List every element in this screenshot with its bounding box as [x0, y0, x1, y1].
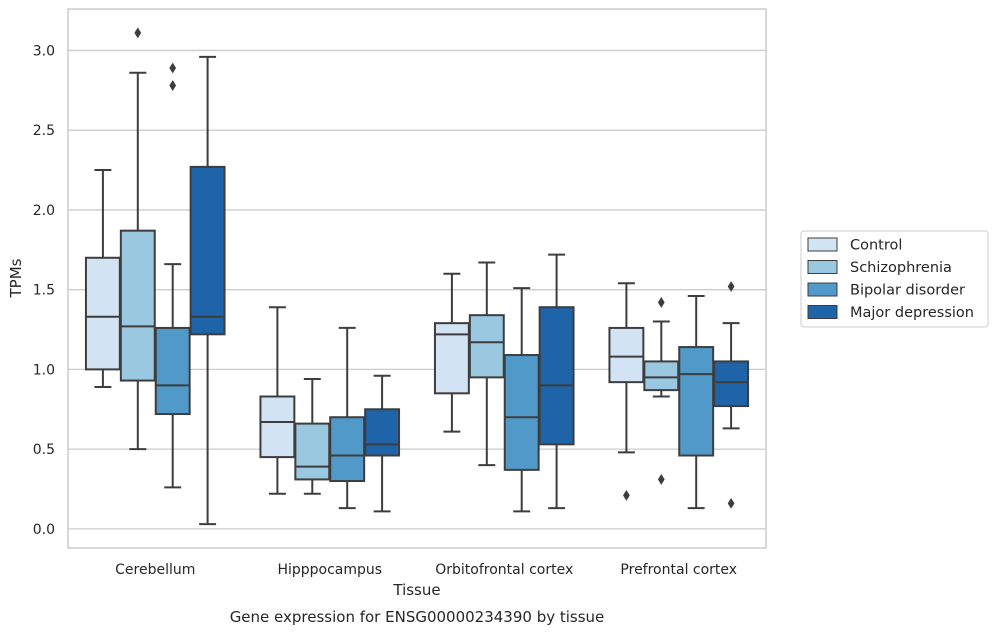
box-bipolar-disorder	[678, 295, 715, 510]
box-iqr	[364, 408, 401, 457]
box-bipolar-disorder	[329, 326, 366, 510]
box-bipolar-disorder	[503, 287, 540, 513]
box-control	[433, 272, 470, 433]
outlier-point	[657, 474, 665, 485]
y-tick-labels: 0.0 0.5 1.0 1.5 2.0 2.5 3.0	[33, 43, 55, 537]
legend-label: Schizophrenia	[850, 260, 952, 276]
box-iqr	[189, 165, 226, 336]
y-tick-label: 1.5	[33, 283, 55, 299]
box-schizophrenia	[643, 297, 680, 485]
box-iqr	[259, 395, 296, 459]
box-iqr	[84, 256, 121, 371]
box-iqr	[294, 422, 331, 481]
x-axis-title: Tissue	[392, 581, 440, 599]
legend-label: Bipolar disorder	[850, 283, 965, 299]
box-iqr	[329, 416, 366, 483]
box-control	[259, 306, 296, 495]
legend-swatch	[807, 260, 838, 274]
legend-frame	[800, 230, 989, 328]
legend-swatch	[807, 305, 838, 319]
x-tick-label: Orbitofrontal cortex	[435, 562, 573, 578]
x-tick-labels: Cerebellum Hipppocampus Orbitofrontal cort…	[115, 562, 737, 578]
outlier-point	[623, 489, 630, 501]
box-schizophrenia	[468, 261, 505, 467]
outlier-point	[727, 497, 735, 509]
box-iqr	[119, 229, 156, 382]
x-tick-label: Hipppocampus	[277, 562, 382, 578]
box-iqr	[713, 360, 750, 408]
y-tick-label: 0.5	[33, 442, 55, 458]
legend: Control Schizophrenia Bipolar disorder Majo…	[800, 230, 989, 328]
outlier-point	[134, 27, 142, 39]
plot-area-frame	[67, 8, 767, 549]
box-iqr	[643, 360, 680, 392]
legend-label: Major depression	[850, 305, 974, 321]
boxes	[84, 27, 750, 526]
legend-label: Control	[850, 238, 902, 254]
box-control	[84, 169, 121, 388]
x-tick-label: Cerebellum	[115, 562, 195, 578]
box-iqr	[468, 314, 505, 379]
legend-swatch	[807, 237, 838, 252]
box-iqr	[538, 306, 575, 446]
y-tick-label: 3.0	[33, 43, 55, 59]
y-tick-label: 0.0	[33, 522, 55, 538]
outlier-point	[657, 297, 665, 308]
box-iqr	[154, 326, 191, 416]
box-major-depression	[538, 253, 575, 510]
outlier-point	[727, 281, 735, 292]
box-iqr	[678, 346, 715, 457]
box-schizophrenia	[119, 27, 156, 451]
box-schizophrenia	[294, 377, 331, 495]
figure-caption: Gene expression for ENSG00000234390 by t…	[230, 608, 605, 626]
box-iqr	[608, 326, 645, 384]
box-major-depression	[713, 281, 750, 509]
outlier-point	[169, 80, 177, 91]
y-tick-label: 1.0	[33, 362, 55, 378]
y-tick-label: 2.0	[33, 203, 55, 219]
y-axis-title: TPMs	[7, 258, 25, 298]
x-tick-label: Prefrontal cortex	[620, 562, 737, 578]
box-bipolar-disorder	[154, 62, 191, 489]
y-tick-label: 2.5	[33, 123, 55, 139]
box-control	[608, 282, 645, 501]
box-iqr	[503, 354, 540, 471]
legend-swatch	[807, 282, 838, 297]
box-major-depression	[364, 374, 401, 513]
box-major-depression	[189, 55, 226, 526]
outlier-point	[169, 62, 177, 74]
